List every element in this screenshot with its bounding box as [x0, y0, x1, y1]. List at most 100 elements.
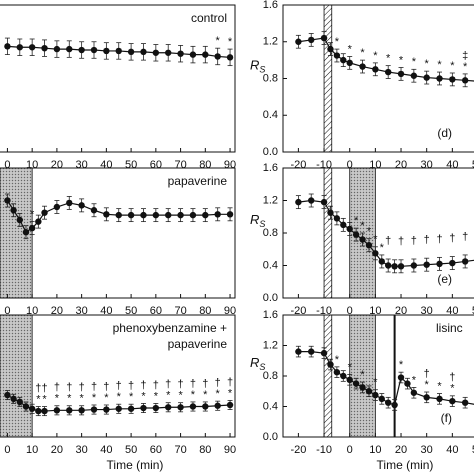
data-point [359, 63, 366, 70]
x-axis-label: Time (min) [107, 458, 164, 472]
data-point [397, 70, 405, 78]
data-point [226, 401, 234, 409]
x-tick-label: 0 [4, 159, 10, 171]
data-point [333, 368, 341, 376]
data-point [22, 403, 30, 410]
x-tick-label: 0 [4, 305, 10, 317]
data-point [365, 388, 373, 395]
data-point [214, 211, 221, 218]
significance-mark: * [216, 35, 221, 47]
x-tick-label: 50 [125, 159, 137, 171]
data-point [90, 207, 98, 214]
panel: 0 10 20 30 40 50 60 70 80 90 papaverine * [0, 167, 236, 317]
data-point [384, 399, 392, 406]
x-tick-label: 50 [125, 444, 137, 456]
significance-mark: * [360, 220, 365, 232]
x-tick-label: -20 [290, 159, 306, 171]
data-point [4, 197, 11, 204]
y-tick-label: 0.8 [263, 370, 278, 382]
data-point [127, 48, 135, 56]
data-point [177, 404, 184, 411]
significance-mark: * [348, 361, 353, 373]
data-point [352, 380, 360, 387]
significance-mark: * [373, 377, 378, 389]
x-tick-label: 30 [76, 444, 88, 456]
significance-mark: * [104, 392, 109, 404]
panel: 0 10 20 30 40 50 60 70 80 90 Time (min) phenoxybenz… [0, 314, 236, 472]
y-tick-label: 0.8 [263, 227, 278, 239]
data-point [202, 403, 209, 410]
x-tick-label: 30 [421, 305, 433, 317]
significance-mark: † [79, 382, 85, 394]
data-point [53, 407, 61, 414]
y-tick-label: 0.4 [263, 400, 278, 412]
data-point [41, 407, 48, 415]
significance-mark: * [348, 43, 353, 55]
data-point [365, 241, 373, 249]
data-point [202, 211, 209, 219]
data-point [78, 202, 85, 209]
x-axis-label: Time (min) [377, 458, 434, 472]
data-point [10, 207, 17, 214]
significance-mark: † [165, 379, 171, 391]
data-point [449, 397, 456, 405]
data-point [165, 49, 172, 56]
data-point [115, 211, 122, 219]
significance-mark: * [178, 390, 183, 402]
x-tick-label: 90 [224, 159, 236, 171]
x-tick-label: 30 [76, 159, 88, 171]
x-tick-label: 20 [395, 444, 407, 456]
x-tick-label: -20 [290, 444, 306, 456]
data-point [28, 405, 36, 412]
data-point [346, 225, 353, 233]
y-tick-label: 1.6 [263, 309, 278, 321]
x-tick-label: 20 [395, 159, 407, 171]
data-point [378, 258, 385, 265]
shaded-period [0, 314, 33, 438]
data-point [90, 406, 98, 413]
data-point [41, 44, 48, 52]
data-point [152, 404, 160, 412]
significance-mark: * [216, 388, 221, 400]
x-tick-label: 0 [4, 444, 10, 456]
y-axis-label-sub: S [259, 219, 265, 229]
panel-title: lisinc [436, 321, 463, 335]
significance-mark: * [36, 393, 41, 405]
y-tick-label: 1.2 [263, 36, 278, 48]
x-tick-label: 0 [347, 159, 353, 171]
data-point [404, 380, 411, 387]
data-point [214, 53, 221, 60]
data-point [16, 398, 23, 406]
x-tick-label: 60 [150, 444, 162, 456]
data-point [449, 259, 456, 267]
y-tick-label: 0.0 [263, 292, 278, 304]
significance-mark: * [399, 359, 404, 371]
data-point [165, 404, 172, 411]
panel: -20 -10 0 10 20 30 40 50 0.0 0.4 0.8 1.2 1.6 RS Time (… [250, 309, 474, 472]
data-point [103, 47, 110, 55]
data-point [140, 211, 147, 219]
significance-mark: † [424, 234, 430, 246]
x-tick-label: 40 [446, 444, 458, 456]
y-axis-label-main: R [250, 212, 259, 227]
x-tick-label: 20 [51, 305, 63, 317]
significance-mark: † [54, 382, 60, 394]
panel-label: phenoxybenzamine + [113, 321, 227, 335]
x-tick-label: 80 [199, 159, 211, 171]
x-tick-label: 20 [51, 444, 63, 456]
data-point [66, 45, 73, 53]
y-axis-label: RS [250, 58, 265, 75]
significance-mark: * [380, 242, 385, 254]
significance-mark: † [385, 235, 391, 247]
y-tick-label: 1.6 [263, 0, 278, 11]
data-point [41, 209, 48, 216]
data-point [372, 66, 379, 73]
y-axis-label-sub: S [259, 65, 265, 75]
data-point [226, 211, 234, 218]
x-tick-label: 10 [369, 305, 381, 317]
significance-mark: ‡ [462, 50, 468, 62]
panel: -20-10010203040500.00.40.81.21.6RS(d)***… [250, 0, 474, 171]
significance-mark: † [215, 377, 221, 389]
significance-mark: * [191, 389, 196, 401]
data-point [372, 250, 379, 257]
